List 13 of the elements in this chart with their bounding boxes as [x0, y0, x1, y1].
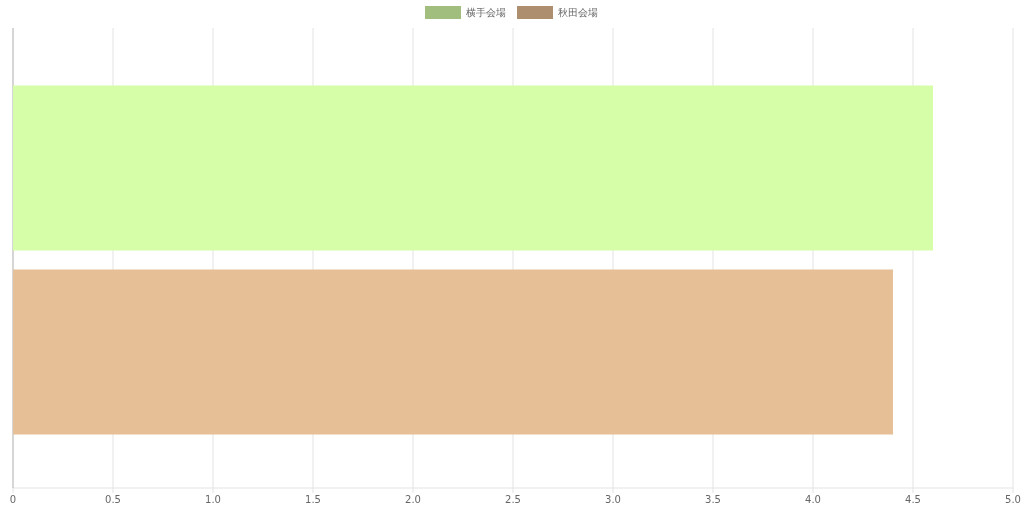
x-tick-label: 0.5 — [105, 494, 121, 505]
legend-label: 横手会場 — [466, 7, 506, 18]
x-tick-label: 3.0 — [605, 494, 621, 505]
x-tick-label: 5.0 — [1005, 494, 1021, 505]
x-tick-label: 1.0 — [205, 494, 221, 505]
x-tick-label: 1.5 — [305, 494, 321, 505]
x-tick-label: 3.5 — [705, 494, 721, 505]
x-tick-label: 2.0 — [405, 494, 421, 505]
x-tick-label: 0 — [9, 494, 17, 505]
legend-label: 秋田会場 — [558, 7, 598, 18]
x-tick-label: 4.0 — [805, 494, 821, 505]
x-tick-label: 2.5 — [505, 494, 521, 505]
x-tick-label: 4.5 — [905, 494, 921, 505]
